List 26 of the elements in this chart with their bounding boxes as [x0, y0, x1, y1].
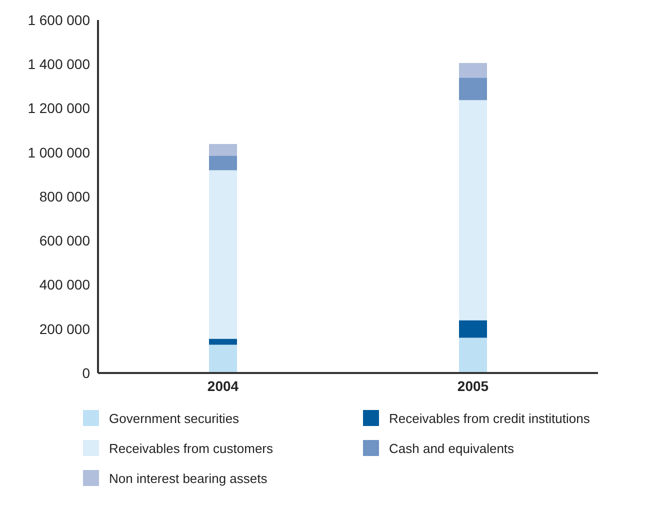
legend-label: Government securities	[109, 410, 240, 426]
legend-label: Non interest bearing assets	[109, 470, 268, 486]
x-tick-label: 2004	[207, 378, 239, 394]
bar	[459, 338, 487, 373]
y-tick-label: 1 200 000	[28, 100, 90, 116]
bar	[209, 338, 237, 345]
y-tick-label: 1 600 000	[28, 12, 90, 28]
bar	[459, 78, 487, 100]
legend-label: Receivables from credit institutions	[389, 410, 590, 426]
y-tick-label: 1 400 000	[28, 56, 90, 72]
y-tick-label: 800 000	[39, 188, 90, 204]
bar	[209, 344, 237, 373]
y-tick-label: 200 000	[39, 320, 90, 337]
y-tick-label: 0	[82, 364, 90, 381]
bar	[209, 156, 237, 170]
legend-label: Receivables from customers	[109, 440, 273, 456]
bar	[459, 63, 487, 78]
legend-label: Cash and equivalents	[389, 440, 514, 456]
y-tick-label: 400 000	[39, 276, 90, 293]
y-tick-label: 1 000 000	[28, 144, 90, 160]
bar	[209, 170, 237, 339]
bar	[209, 144, 237, 156]
bar	[459, 100, 487, 320]
x-tick-label: 2005	[457, 378, 489, 394]
bar	[459, 320, 487, 338]
y-tick-label: 600 000	[39, 232, 90, 249]
